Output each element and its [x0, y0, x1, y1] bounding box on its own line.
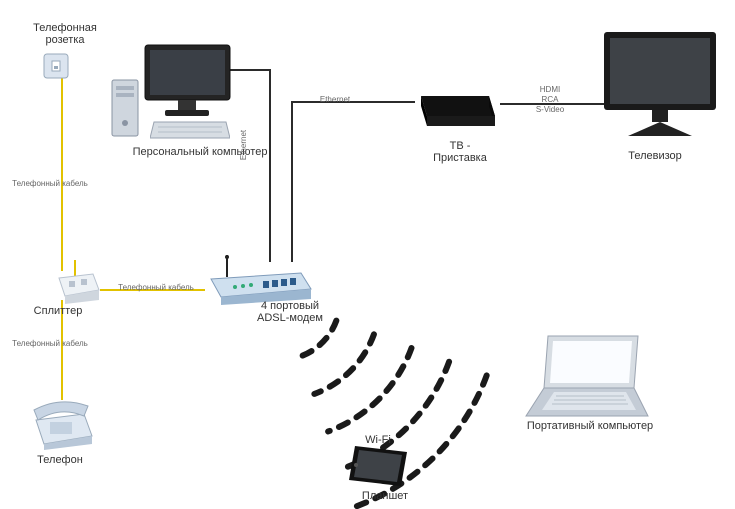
wifi-label: Wi-Fi — [348, 434, 408, 446]
splitter-icon — [55, 270, 103, 307]
tv-icon — [600, 28, 720, 146]
hdmi-label: HDMI — [520, 86, 580, 95]
diagram-canvas: Телефоннаярозетка Персональный компьютер… — [0, 0, 735, 509]
pc-label: Персональный компьютер — [100, 146, 300, 158]
tel-cable-label-1: Телефонный кабель — [0, 180, 100, 189]
laptop-label: Портативный компьютер — [500, 420, 680, 432]
wifi-arc — [301, 321, 337, 357]
laptop-icon — [520, 330, 650, 428]
ethernet-label-2: Ethernet — [310, 96, 360, 105]
rca-label: RCA — [520, 96, 580, 105]
stb-label: ТВ -Приставка — [400, 140, 520, 164]
tel-cable-label-3: Телефонный кабель — [0, 340, 100, 349]
pc-keyboard-icon — [150, 120, 230, 145]
stb-icon — [415, 82, 500, 135]
wall-socket-icon — [42, 52, 70, 83]
tablet-icon — [345, 442, 415, 493]
tablet-label: Планшет — [335, 490, 435, 502]
phone-icon — [30, 400, 98, 455]
phone-label: Телефон — [20, 454, 100, 466]
wifi-arc — [328, 348, 411, 431]
splitter-label: Сплиттер — [18, 305, 98, 317]
pc-tower-icon — [110, 78, 140, 141]
tel-cable-label-2: Телефонный кабель — [106, 284, 206, 293]
svideo-label: S-Video — [520, 106, 580, 115]
pc-monitor-icon — [140, 40, 235, 123]
wire-modem-to-pc — [230, 70, 270, 262]
tv-label: Телевизор — [600, 150, 710, 162]
wire-modem-to-stb — [292, 102, 415, 262]
modem-label: 4 портовыйADSL-модем — [230, 300, 350, 324]
wall-socket-label: Телефоннаярозетка — [10, 22, 120, 46]
ethernet-label-1: Ethernet — [240, 120, 249, 170]
